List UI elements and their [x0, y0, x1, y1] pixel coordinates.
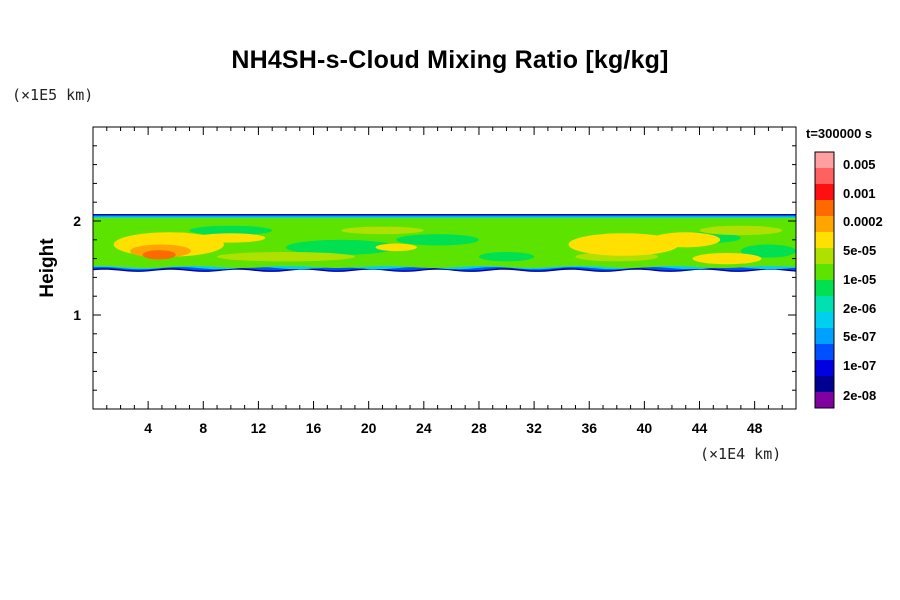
colorbar-label: 2e-06 [843, 301, 876, 316]
x-tick-label: 36 [581, 420, 597, 436]
colorbar-swatch [815, 168, 834, 185]
colorbar: 0.005 0.001 0.0002 5e-05 1e-05 2e-06 5e-07 1e-0… [814, 151, 883, 409]
colorbar-label: 0.0002 [843, 214, 883, 229]
x-tick-label: 4 [144, 420, 152, 436]
colorbar-label: 2e-08 [843, 388, 876, 403]
colorbar-swatch [815, 376, 834, 393]
cloud-subregion [740, 244, 796, 258]
colorbar-swatch [815, 344, 834, 361]
cloud-subregion [699, 225, 783, 236]
y-tick-label: 2 [73, 213, 81, 229]
colorbar-label: 5e-05 [843, 243, 876, 258]
chart-title: NH4SH-s-Cloud Mixing Ratio [kg/kg] [231, 46, 669, 74]
x-unit-label: (×1E4 km) [700, 445, 782, 463]
x-tick-label: 28 [471, 420, 487, 436]
colorbar-swatch [815, 216, 834, 233]
cloud-subregion [285, 239, 397, 255]
colorbar-swatch [815, 232, 834, 249]
cloud-yellow-region [692, 252, 762, 265]
x-tick-label: 8 [199, 420, 207, 436]
colorbar-swatch [815, 152, 834, 169]
cloud-yellow-region [196, 233, 266, 243]
y-unit-label: (×1E5 km) [12, 86, 94, 104]
colorbar-swatch [815, 392, 834, 409]
colorbar-swatch [815, 264, 834, 281]
cloud-field [93, 214, 796, 272]
cloud-yellow-region [568, 233, 679, 256]
cloud-subregion [341, 226, 424, 235]
x-tick-label: 32 [526, 420, 542, 436]
colorbar-swatch [815, 184, 834, 201]
cloud-peak-core [142, 250, 176, 260]
x-tick-label: 16 [306, 420, 322, 436]
x-tick-label: 48 [747, 420, 763, 436]
colorbar-frame [814, 151, 835, 409]
plot-frame [92, 126, 797, 410]
colorbar-label: 1e-07 [843, 358, 876, 373]
cloud-subregion [478, 252, 535, 262]
x-tick-label: 12 [251, 420, 267, 436]
colorbar-label: 5e-07 [843, 329, 876, 344]
colorbar-swatch [815, 360, 834, 377]
colorbar-label: 0.005 [843, 157, 876, 172]
colorbar-swatch [815, 200, 834, 217]
x-tick-label: 24 [416, 420, 432, 436]
colorbar-swatch [815, 280, 834, 297]
cloud-subregion [396, 234, 479, 246]
colorbar-label: 1e-05 [843, 272, 876, 287]
colorbar-swatch [815, 296, 834, 313]
colorbar-swatch [815, 312, 834, 329]
colorbar-label: 0.001 [843, 186, 876, 201]
cloud-yellow-region [651, 232, 721, 248]
x-tick-label: 20 [361, 420, 377, 436]
cloud-yellow-region [375, 243, 417, 252]
time-label: t=300000 s [806, 126, 873, 141]
cloud-subregion [217, 252, 355, 262]
colorbar-swatch [815, 248, 834, 265]
x-tick-label: 44 [692, 420, 708, 436]
y-tick-label: 1 [73, 307, 81, 323]
colorbar-swatch [815, 328, 834, 345]
x-tick-label: 40 [637, 420, 653, 436]
cloud-subregion [189, 225, 273, 236]
